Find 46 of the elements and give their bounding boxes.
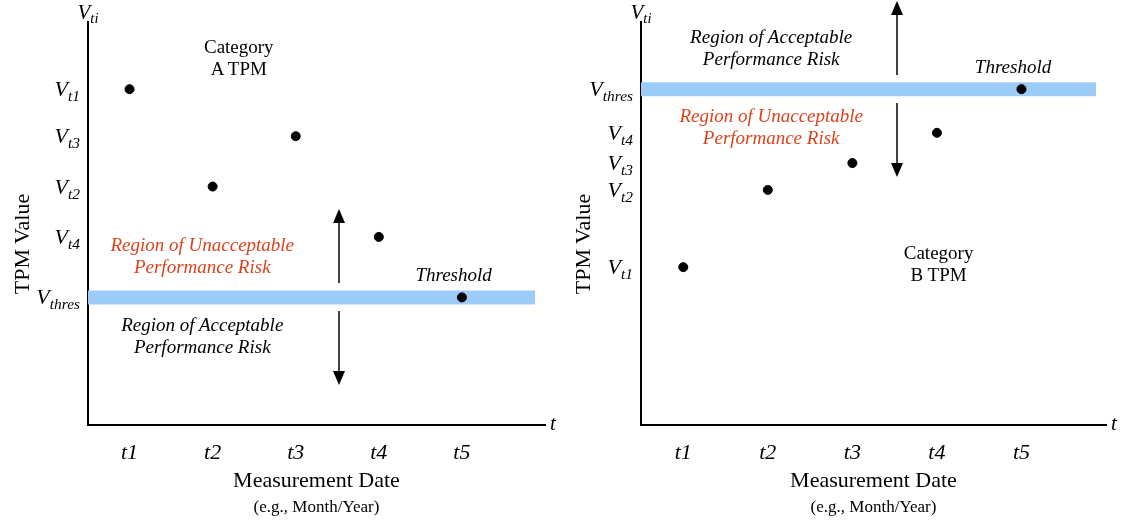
x-tick-label: t2	[204, 439, 222, 465]
text: V$_{ti}$	[630, 0, 652, 27]
text: V$_{t3}$	[607, 150, 633, 179]
text: V$_{t1}$	[607, 254, 633, 283]
point	[456, 292, 467, 303]
text: t	[1111, 410, 1117, 436]
x-axis-title: Measurement Date (e.g., Month/Year)	[790, 466, 957, 518]
text: V$_{t4}$	[607, 120, 633, 148]
x-tick-label: t1	[120, 439, 139, 465]
annotation: Region of Acceptable Performance Risk	[121, 314, 284, 359]
x-tick-label: t3	[287, 439, 305, 465]
ref-line-label: Threshold	[415, 264, 492, 287]
x-tick-label: t4	[370, 439, 388, 465]
y-axis-title: TPM Value	[9, 193, 35, 294]
text: V$_{t3}$	[54, 123, 80, 152]
point	[373, 231, 384, 242]
point	[678, 262, 689, 273]
text: V$_{t2}$	[607, 177, 633, 205]
text: V$_{ti}$	[77, 0, 99, 27]
x-tick-label: t2	[759, 439, 777, 465]
annotation: Region of Unacceptable Performance Risk	[110, 233, 295, 278]
annotation: Region of Unacceptable Performance Risk	[679, 104, 863, 149]
x-tick-label: t5	[1012, 439, 1031, 465]
point	[931, 127, 942, 138]
ref-line-label: Threshold	[974, 56, 1052, 79]
x-tick-label: t5	[453, 439, 471, 465]
x-tick-label: t4	[928, 439, 946, 465]
point	[290, 131, 301, 142]
point	[124, 84, 135, 95]
x-tick-label: t1	[674, 439, 692, 465]
x-axis-title: Measurement Date (e.g., Month/Year)	[233, 466, 400, 518]
text: t	[550, 410, 556, 436]
point	[762, 184, 773, 195]
text: V$_{thres}$	[36, 284, 80, 313]
text: V$_{t4}$	[54, 224, 80, 252]
annotation: Category B TPM	[903, 241, 974, 286]
text: V$_{thres}$	[589, 76, 633, 105]
point	[207, 181, 218, 192]
text: Category A TPM	[203, 36, 274, 81]
x-tick-label: t3	[843, 439, 861, 465]
text: V$_{t1}$	[54, 76, 80, 105]
y-axis-title: TPM Value	[570, 193, 596, 294]
text: Region of Acceptable Performance Risk	[690, 26, 853, 71]
point	[1016, 84, 1027, 95]
text: V$_{t2}$	[54, 173, 80, 202]
point	[847, 158, 858, 169]
